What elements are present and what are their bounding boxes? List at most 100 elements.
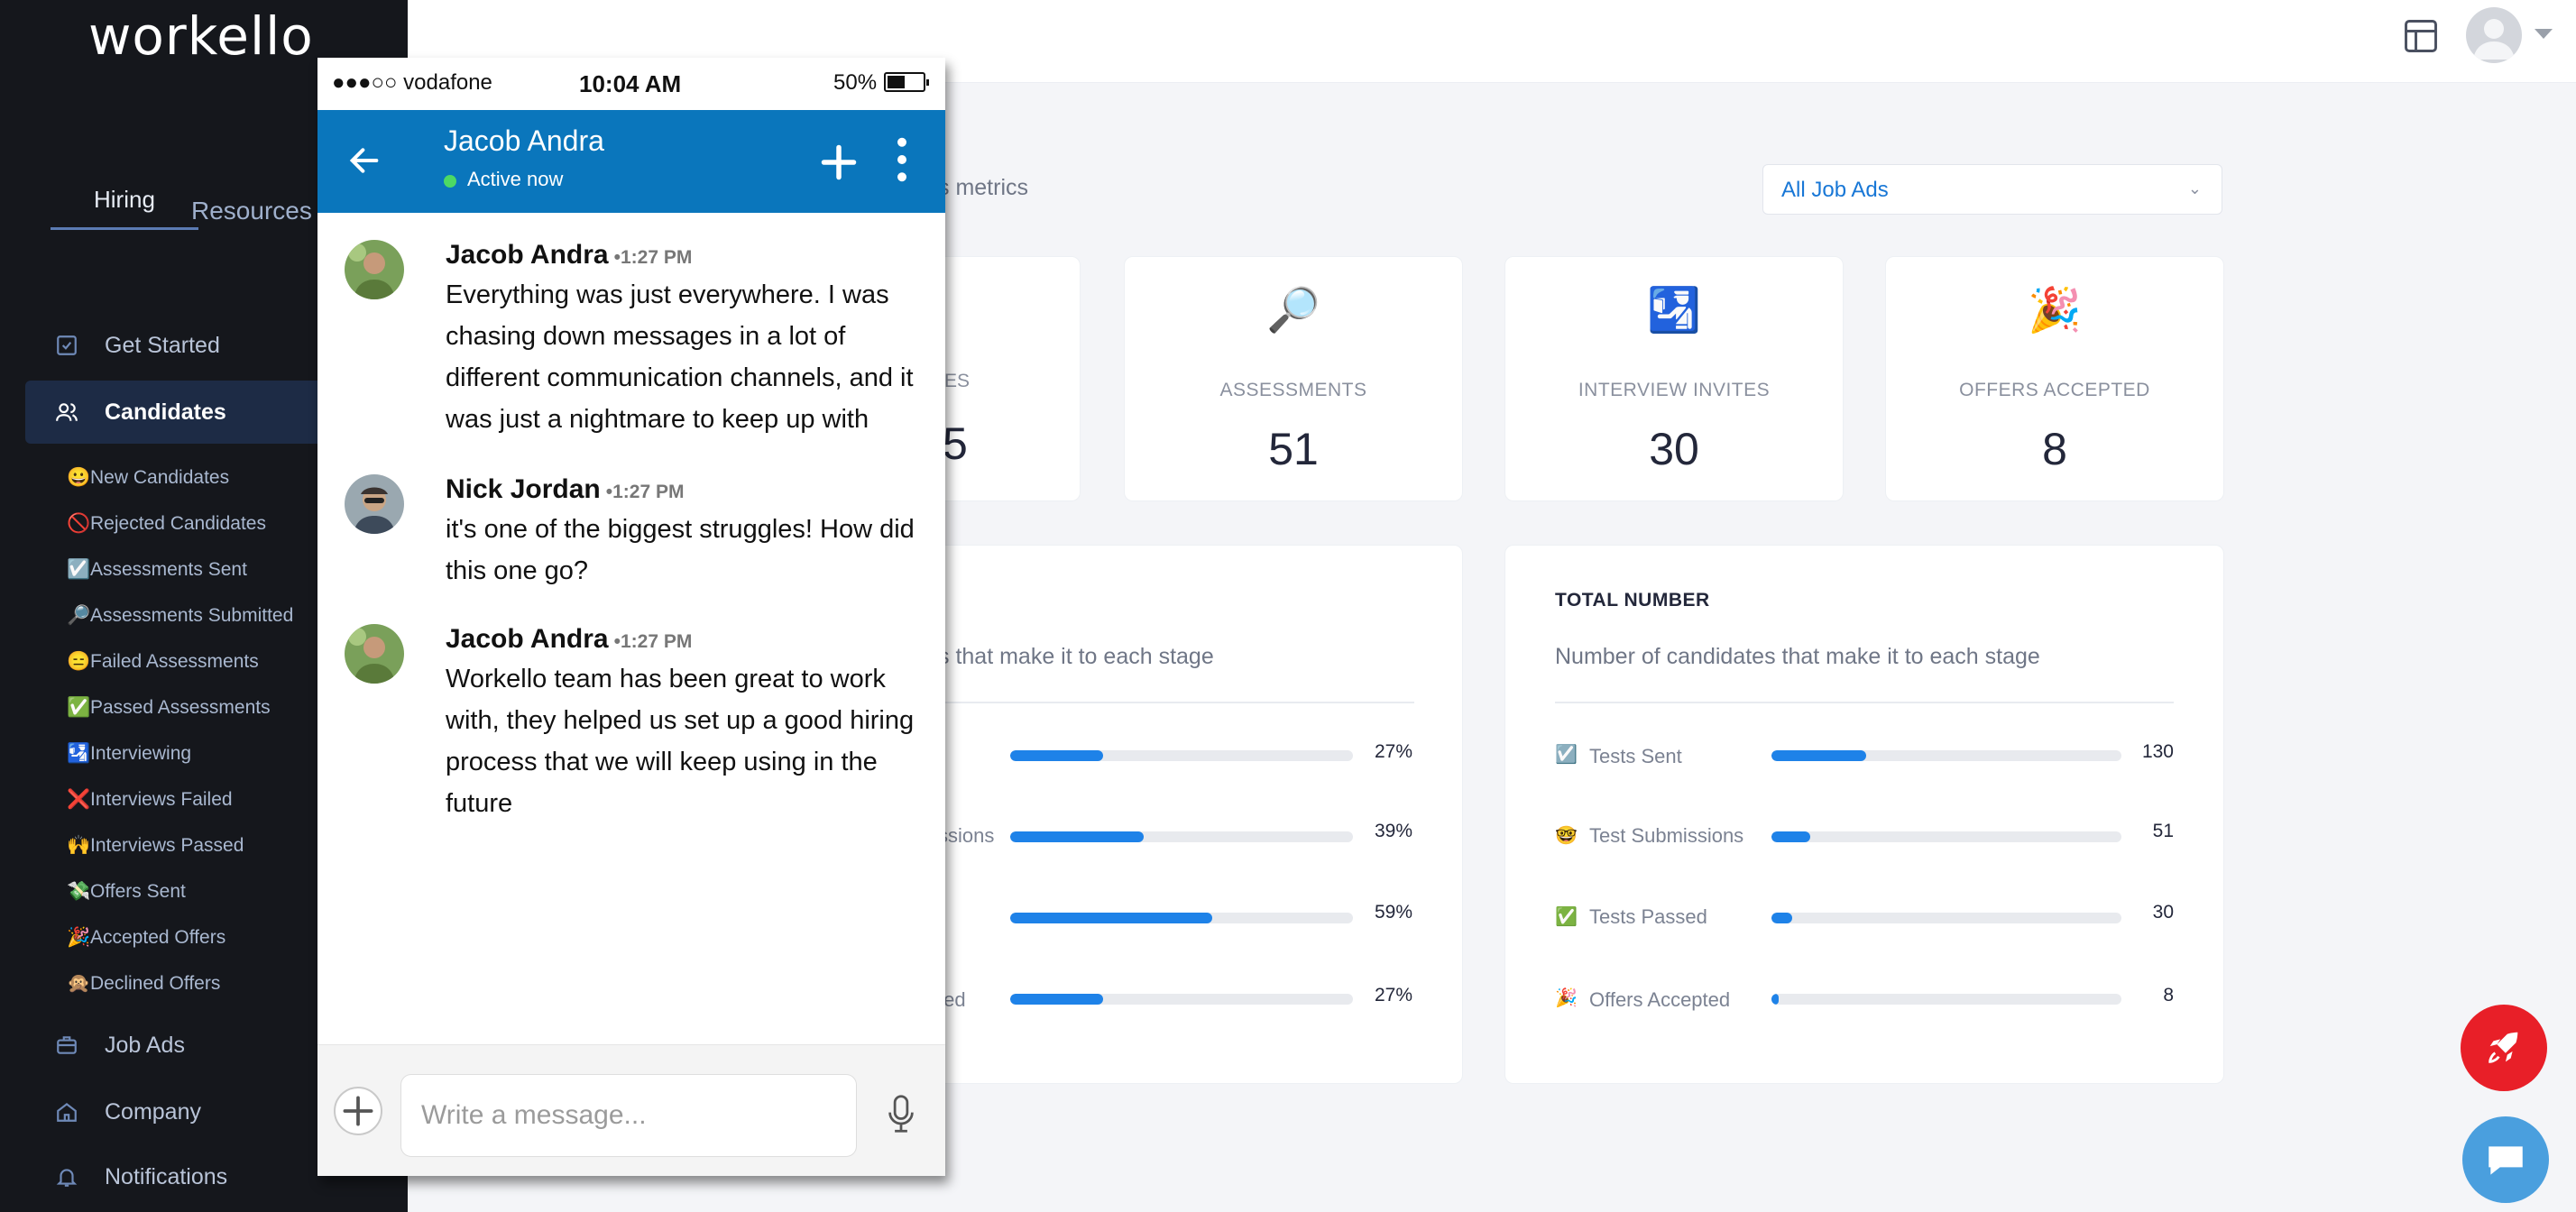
chat-support-button[interactable] [2462,1116,2549,1203]
job-ads-filter-select[interactable]: All Job Ads ⌄ [1762,164,2222,215]
tab-hiring[interactable]: Hiring [94,186,155,213]
online-status-dot [444,175,456,188]
home-icon [52,1097,81,1126]
grinning-face-icon: 😀 [67,467,91,488]
stat-label: ES [944,371,971,391]
progress-track [1010,994,1353,1005]
message-time: •1:27 PM [605,482,685,502]
divider [938,702,1414,703]
stat-label: OFFERS ACCEPTED [1959,380,2150,400]
sidebar-subitem-interviews-passed[interactable]: 🙌Interviews Passed [67,835,244,856]
tab-resources[interactable]: Resources [191,197,312,225]
chat-header: Jacob Andra Active now [317,110,945,213]
stage-label: Offers Accepted [1589,988,1731,1011]
add-icon[interactable] [819,142,859,182]
battery-icon [884,72,929,92]
sidebar-subitem-offers-sent[interactable]: 💸Offers Sent [67,881,186,902]
sidebar-subitem-rejected-candidates[interactable]: 🚫Rejected Candidates [67,513,266,534]
nav-job-ads-label: Job Ads [105,1032,185,1058]
message-time: •1:27 PM [613,247,693,268]
check-mark-icon: ✅ [67,697,91,718]
count-value: 51 [2152,821,2174,841]
cross-mark-icon: ❌ [67,789,91,810]
check-mark-icon: ✅ [1555,907,1578,927]
progress-fill [1010,831,1145,842]
sidebar-subitem-new-candidates[interactable]: 😀New Candidates [67,467,230,488]
user-avatar[interactable] [2466,7,2522,63]
more-options-icon[interactable] [895,137,909,182]
attach-plus-icon[interactable] [334,1087,382,1135]
message-text: it's one of the biggest struggles! How d… [446,515,915,585]
money-wings-icon: 💸 [67,881,91,902]
progress-track [1010,831,1353,842]
battery-percent: 50% [833,70,878,95]
stage-label: Tests Passed [1589,905,1707,928]
stat-label: ASSESSMENTS [1219,380,1367,400]
panel-subtitle: s that make it to each stage [938,644,1214,669]
tab-hiring-underline [51,227,198,230]
sidebar-subitem-accepted-offers[interactable]: 🎉Accepted Offers [67,927,226,948]
nav-get-started[interactable]: Get Started [0,314,408,377]
party-popper-icon: 🎉 [2028,287,2082,335]
percent-value: 59% [1374,902,1412,923]
sender-name: Nick Jordan •1:27 PM [446,474,685,504]
prohibited-icon: 🚫 [67,513,91,534]
progress-track [1010,913,1353,923]
percent-value: 27% [1374,741,1412,762]
microphone-icon[interactable] [886,1094,916,1134]
nav-company[interactable]: Company [0,1080,408,1143]
nav-candidates-label: Candidates [105,399,226,425]
layout-icon[interactable] [2401,16,2441,56]
magnifier-icon: 🔎 [67,605,91,626]
sidebar-subitem-interviews-failed[interactable]: ❌Interviews Failed [67,789,233,810]
workello-logo[interactable]: workello [88,5,314,67]
stat-value: 5 [943,418,968,469]
sidebar-subitem-assessments-sent[interactable]: ☑️Assessments Sent [67,559,247,580]
progress-track [1771,831,2121,842]
passport-control-icon: 🛂 [67,743,91,764]
sidebar-subitem-assessments-submitted[interactable]: 🔎Assessments Submitted [67,605,294,626]
phone-status-bar: ●●●○○ vodafone 10:04 AM 50% [317,58,945,110]
progress-fill [1010,994,1103,1005]
count-value: 130 [2141,741,2174,762]
progress-track [1771,913,2121,923]
magnifier-icon: 🔎 [1266,287,1320,335]
sidebar-subitem-interviewing[interactable]: 🛂Interviewing [67,743,192,764]
nav-job-ads[interactable]: Job Ads [0,1014,408,1077]
progress-fill [1771,750,1866,761]
panel-subtitle: Number of candidates that make it to eac… [1555,644,2040,669]
checkbox-icon [52,331,81,360]
message-input[interactable]: Write a message... [400,1074,857,1157]
stat-card-interview-invites: 🛂 INTERVIEW INVITES 30 [1504,256,1844,501]
count-value: 30 [2152,902,2174,923]
avatar [345,624,404,684]
panel-title: TOTAL NUMBER [1555,590,1710,611]
avatar [345,240,404,299]
avatar [345,474,404,534]
stat-label: INTERVIEW INVITES [1578,380,1771,400]
stat-value: 51 [1268,424,1319,474]
party-popper-icon: 🎉 [1555,988,1578,1008]
chevron-down-icon: ⌄ [2187,179,2202,197]
sidebar-subitem-passed-assessments[interactable]: ✅Passed Assessments [67,697,271,718]
speak-no-evil-icon: 🙊 [67,973,91,994]
rocket-launch-button[interactable] [2461,1005,2547,1091]
sender-name: Jacob Andra •1:27 PM [446,624,693,654]
progress-fill [1771,994,1779,1005]
sender-name: Jacob Andra •1:27 PM [446,240,693,270]
sidebar-subitem-failed-assessments[interactable]: 😑Failed Assessments [67,651,259,672]
chat-contact-name: Jacob Andra [444,124,604,157]
nav-notifications[interactable]: Notifications [0,1145,408,1208]
expressionless-face-icon: 😑 [67,651,91,672]
back-arrow-icon[interactable] [345,142,384,179]
count-value: 8 [2163,985,2174,1005]
progress-track [1771,750,2121,761]
metrics-heading: s metrics [938,175,1028,200]
status-time: 10:04 AM [579,70,682,97]
chevron-down-icon[interactable] [2535,29,2553,39]
progress-fill [1010,750,1103,761]
job-ads-filter-value: All Job Ads [1781,178,1889,202]
rocket-icon [2489,1032,2518,1063]
bell-icon [52,1162,81,1191]
sidebar-subitem-declined-offers[interactable]: 🙊Declined Offers [67,973,221,994]
